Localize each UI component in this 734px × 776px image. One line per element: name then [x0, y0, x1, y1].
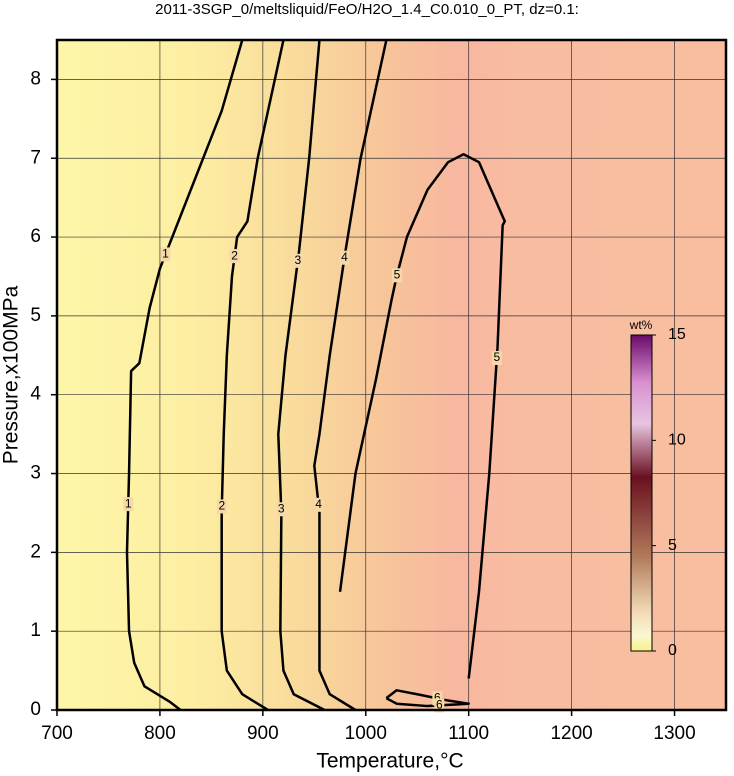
x-tick-label: 900 — [247, 723, 279, 744]
y-tick-label: 4 — [30, 384, 41, 405]
y-tick-label: 8 — [30, 68, 41, 89]
x-tick-label: 1100 — [448, 723, 489, 744]
x-axis-label: Temperature,°C — [316, 750, 463, 773]
colorbar-label: wt% — [629, 318, 653, 332]
colorbar — [630, 334, 653, 652]
y-tick-label: 0 — [30, 699, 41, 720]
contour-label: 3 — [294, 253, 301, 267]
x-tick-label: 1200 — [550, 723, 592, 744]
contour-label: 3 — [278, 501, 285, 515]
contour-label-bg — [432, 691, 443, 706]
contour-line — [313, 39, 388, 712]
y-tick-label: 7 — [30, 147, 41, 168]
contour-label: 6 — [436, 698, 443, 712]
contour-label-bg — [160, 247, 171, 262]
contour-label: 1 — [125, 496, 132, 510]
contour-label: 6 — [434, 691, 441, 705]
plot: 1 1 2 2 3 3 4 4 5 5 66 — [56, 39, 726, 713]
contour-label-bg — [276, 502, 287, 517]
colorbar-tick-label: 5 — [668, 537, 677, 554]
contour-label-bg — [434, 698, 445, 713]
plot-background — [57, 40, 726, 710]
contour-label-bg — [313, 497, 324, 512]
contour-line — [338, 153, 506, 679]
contour-label: 2 — [219, 499, 226, 513]
contour-label: 5 — [493, 350, 500, 364]
colorbar-tick-label: 0 — [668, 642, 677, 659]
x-tick-label: 700 — [41, 723, 73, 744]
contour-label-bg — [339, 250, 350, 265]
plot-frame — [55, 38, 728, 712]
colorbar-tick-label: 15 — [668, 326, 686, 343]
y-tick-label: 6 — [30, 226, 41, 247]
x-tick-label: 800 — [144, 723, 176, 744]
contour-label-bg — [229, 249, 240, 264]
y-axis-label: Pressure,x100MPa — [0, 285, 23, 464]
contour-label-bg — [391, 268, 402, 283]
contour-label-bg — [292, 253, 303, 268]
contour-line — [277, 39, 326, 712]
contour-line — [220, 39, 285, 712]
contour-label-bg — [123, 497, 134, 512]
x-tick-label: 1300 — [653, 723, 695, 744]
chart-title: 2011-3SGP_0/meltsliquid/FeO/H2O_1.4_C0.0… — [155, 1, 579, 18]
y-tick-label: 2 — [30, 541, 41, 562]
contour-line — [125, 39, 244, 711]
y-tick-label: 1 — [30, 620, 41, 641]
colorbar-tick-label: 10 — [668, 432, 686, 449]
contour-label: 5 — [394, 267, 401, 281]
contour-label: 4 — [341, 250, 348, 264]
contour-label: 1 — [162, 247, 169, 261]
contour-label-bg — [216, 499, 227, 514]
y-tick-label: 5 — [30, 305, 41, 326]
y-tick-label: 3 — [30, 463, 41, 484]
x-tick-label: 1000 — [345, 723, 387, 744]
contour-label: 2 — [231, 248, 238, 262]
contour-label: 4 — [315, 497, 322, 511]
contour-label-bg — [491, 350, 502, 365]
contour-line — [385, 689, 470, 708]
